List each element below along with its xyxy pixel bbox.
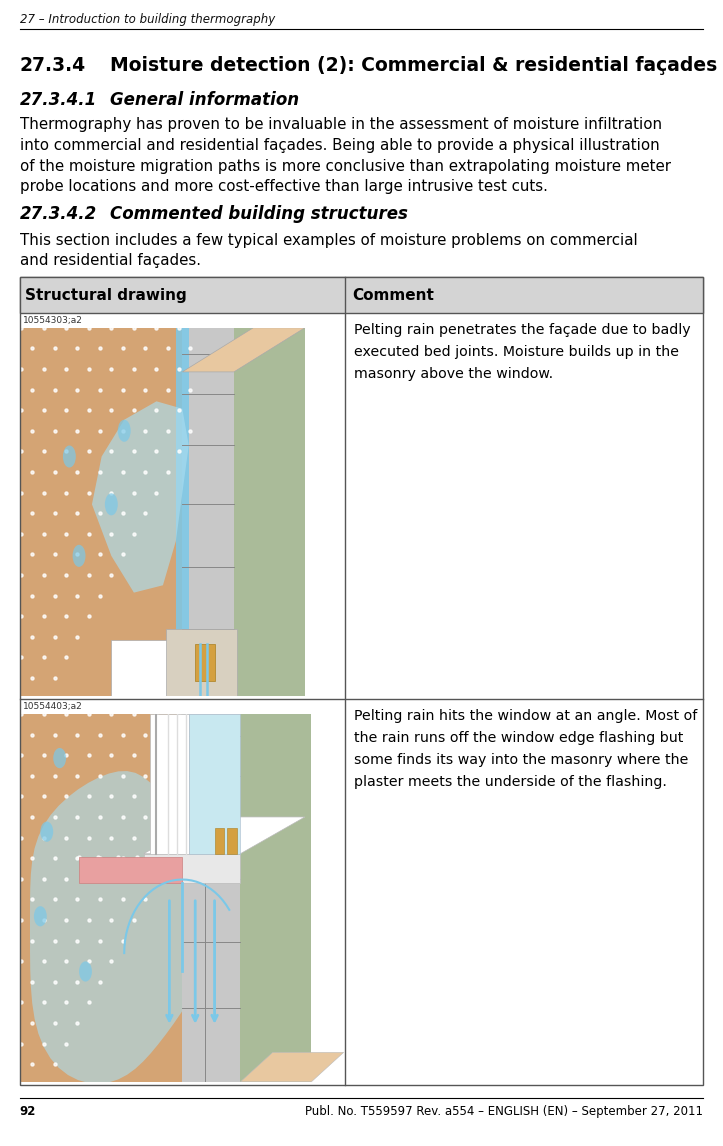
Polygon shape [240,1052,343,1082]
Bar [21,714,189,1082]
Ellipse shape [118,419,131,442]
Bar [144,854,240,884]
Ellipse shape [63,446,76,468]
Ellipse shape [54,748,66,768]
Polygon shape [144,817,305,854]
Text: Commented building structures: Commented building structures [110,205,408,223]
Text: 27.3.4.1: 27.3.4.1 [20,91,97,109]
Text: the rain runs off the window edge flashing but: the rain runs off the window edge flashi… [354,731,683,745]
Polygon shape [92,401,189,592]
Text: 10554303;a2: 10554303;a2 [23,316,83,325]
Text: 10554403;a2: 10554403;a2 [23,702,83,712]
Bar [166,629,237,696]
Bar [195,644,215,681]
Polygon shape [182,328,305,372]
Text: 27 – Introduction to building thermography: 27 – Introduction to building thermograp… [20,13,275,25]
Ellipse shape [79,961,92,982]
Text: 92: 92 [20,1105,36,1117]
Ellipse shape [40,822,54,842]
Ellipse shape [72,544,85,567]
Bar [176,328,189,696]
Text: This section includes a few typical examples of moisture problems on commercial: This section includes a few typical exam… [20,233,637,248]
Bar [21,328,198,696]
Text: 27.3.4.2: 27.3.4.2 [20,205,97,223]
Text: Comment: Comment [352,288,435,303]
Text: and residential façades.: and residential façades. [20,253,200,268]
Text: Publ. No. T559597 Rev. a554 – ENGLISH (EN) – September 27, 2011: Publ. No. T559597 Rev. a554 – ENGLISH (E… [306,1105,703,1117]
Text: plaster meets the underside of the flashing.: plaster meets the underside of the flash… [354,775,667,788]
Text: Pelting rain penetrates the façade due to badly: Pelting rain penetrates the façade due t… [354,323,690,337]
Text: executed bed joints. Moisture builds up in the: executed bed joints. Moisture builds up … [354,345,679,359]
Text: into commercial and residential façades. Being able to provide a physical illust: into commercial and residential façades.… [20,138,659,152]
Text: Moisture detection (2): Commercial & residential façades: Moisture detection (2): Commercial & res… [110,56,717,76]
Ellipse shape [105,493,118,516]
Text: masonry above the window.: masonry above the window. [354,367,553,380]
Bar [182,714,240,1082]
Bar [234,328,305,696]
Bar [182,328,234,696]
Ellipse shape [34,906,47,926]
Text: Thermography has proven to be invaluable in the assessment of moisture infiltrat: Thermography has proven to be invaluable… [20,117,662,132]
Text: probe locations and more cost-effective than large intrusive test cuts.: probe locations and more cost-effective … [20,180,547,195]
Bar [111,641,182,696]
Polygon shape [30,771,210,1084]
Text: of the moisture migration paths is more conclusive than extrapolating moisture m: of the moisture migration paths is more … [20,158,670,173]
Text: Structural drawing: Structural drawing [25,288,187,303]
Text: 27.3.4: 27.3.4 [20,56,85,76]
Bar [150,714,189,854]
Bar [189,714,240,854]
Bar [215,829,224,854]
Text: Pelting rain hits the window at an angle. Most of: Pelting rain hits the window at an angle… [354,709,697,723]
Bar [228,829,237,854]
Bar [79,857,182,884]
Bar [240,714,312,1082]
Text: some finds its way into the masonry where the: some finds its way into the masonry wher… [354,753,688,767]
Text: General information: General information [110,91,299,109]
